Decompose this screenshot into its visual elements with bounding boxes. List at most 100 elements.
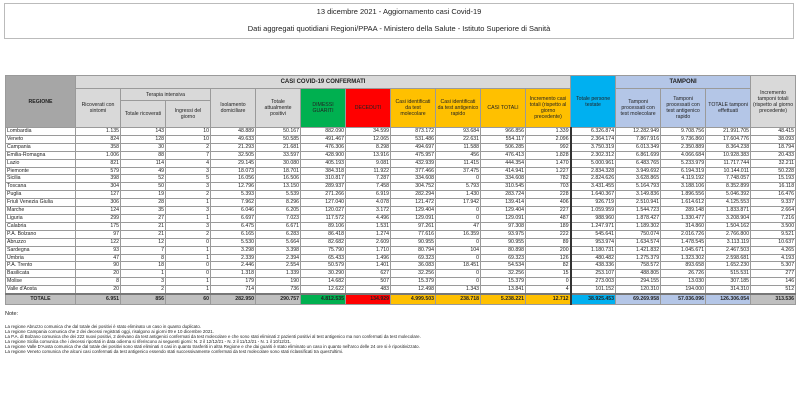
value-cell: 304 (75, 182, 121, 192)
value-cell: 953.974 (570, 237, 617, 247)
value-cell: 487 (524, 213, 572, 223)
value-cell: 1.323.302 (660, 253, 707, 263)
value-cell: 2 (165, 142, 211, 152)
value-cell: 0 (435, 213, 481, 223)
value-cell: 50 (120, 182, 166, 192)
value-cell: 128 (120, 134, 166, 144)
value-cell: 1.401 (345, 261, 391, 271)
value-cell: 2.350.889 (660, 142, 707, 152)
col-ti-totale: Totale ricoverati (120, 100, 166, 128)
value-cell: 38.093 (750, 134, 797, 144)
value-cell: 33.597 (255, 150, 301, 160)
value-cell: 554.117 (480, 134, 526, 144)
value-cell: 5.000.961 (570, 158, 617, 168)
value-cell: 992 (524, 142, 572, 152)
value-cell: 7 (120, 245, 166, 255)
value-cell: 2 (165, 190, 211, 200)
value-cell: 2.016.726 (660, 229, 707, 239)
value-cell: 3.149.836 (615, 190, 662, 200)
value-cell: 80.898 (480, 245, 526, 255)
table-row: Molise 8 3 1 179 190 14.682 507 15.379 0 15.379 0 27… (5, 277, 797, 287)
value-cell: 10.637 (750, 237, 797, 247)
value-cell: 69.323 (390, 253, 436, 263)
value-cell: 5.046.392 (705, 190, 752, 200)
value-cell: 310.817 (300, 174, 346, 184)
value-cell: 1.504.162 (705, 221, 752, 231)
value-cell: 18 (120, 261, 166, 271)
value-cell: 20.433 (750, 150, 797, 160)
value-cell: 506.285 (480, 142, 526, 152)
value-cell: 7 (165, 150, 211, 160)
value-cell: 1.652.230 (705, 261, 752, 271)
region-name-cell: Puglia (5, 190, 76, 200)
value-cell: 1.421.832 (615, 245, 662, 255)
value-cell: 12.796 (210, 182, 256, 192)
value-cell: 12.065 (345, 134, 391, 144)
value-cell: 2.834.328 (570, 166, 617, 176)
value-cell: 6.194.319 (660, 166, 707, 176)
value-cell: 966.856 (480, 127, 526, 136)
value-cell: 1.896.556 (660, 190, 707, 200)
value-cell: 314.860 (660, 221, 707, 231)
value-cell: 2.510.941 (615, 198, 662, 208)
value-cell: 12.712 (524, 293, 572, 306)
value-cell: 12 (120, 237, 166, 247)
region-name-cell: P.A. Bolzano (5, 229, 76, 239)
value-cell: 26.726 (660, 269, 707, 279)
value-cell: 50.167 (255, 127, 301, 136)
value-cell: 93 (75, 245, 121, 255)
value-cell: 491.467 (300, 134, 346, 144)
value-cell: 32.256 (480, 269, 526, 279)
value-cell: 1 (165, 245, 211, 255)
value-cell: 4.812.535 (300, 293, 346, 306)
value-cell: 5.793 (435, 182, 481, 192)
note-line: La P.A. di Bolzano comunica che dei 222 … (5, 334, 421, 339)
value-cell: 6.919 (345, 190, 391, 200)
value-cell: 3.188.106 (660, 182, 707, 192)
col-persone-testate: Totale persone testate (570, 75, 617, 128)
value-cell: 50.585 (255, 134, 301, 144)
value-cell: 2.364.174 (570, 134, 617, 144)
value-cell: 50.228 (750, 166, 797, 176)
col-incremento-casi: Incremento casi totali (rispetto al gior… (524, 88, 572, 128)
value-cell: 36.083 (390, 261, 436, 271)
value-cell: 6.697 (210, 213, 256, 223)
value-cell: 60 (165, 293, 211, 306)
value-cell: 12.622 (300, 285, 346, 295)
value-cell: 47 (435, 221, 481, 231)
value-cell: 6.475 (210, 221, 256, 231)
value-cell: 821 (75, 158, 121, 168)
value-cell: 82.682 (300, 237, 346, 247)
col-deceduti: DECEDUTI (345, 88, 391, 128)
value-cell: 9.081 (345, 158, 391, 168)
value-cell: 50.579 (300, 261, 346, 271)
report-title-box: 13 dicembre 2021 - Aggiornamento casi Co… (4, 3, 794, 39)
value-cell: 11.588 (435, 142, 481, 152)
value-cell: 4 (524, 285, 572, 295)
value-cell: 1.274 (345, 229, 391, 239)
value-cell: 69.269.958 (615, 293, 662, 306)
value-cell: 11.415 (435, 158, 481, 168)
value-cell: 21 (120, 229, 166, 239)
value-cell: 0 (435, 206, 481, 215)
value-cell: 0 (435, 277, 481, 287)
value-cell: 57.036.096 (660, 293, 707, 306)
total-row: TOTALE 6.951 856 60 282.950 290.757 4.812.535 1… (5, 293, 797, 306)
value-cell: 15.193 (750, 174, 797, 184)
value-cell: 15.379 (480, 277, 526, 287)
value-cell: 1 (165, 198, 211, 208)
value-cell: 120.310 (615, 285, 662, 295)
value-cell: 7.287 (345, 174, 391, 184)
value-cell: 483 (345, 285, 391, 295)
value-cell: 7.867.916 (615, 134, 662, 144)
value-cell: 1.343 (435, 285, 481, 295)
value-cell: 0 (524, 277, 572, 287)
region-name-cell: Piemonte (5, 166, 76, 176)
value-cell: 1.059.959 (570, 206, 617, 215)
value-cell: 20 (75, 285, 121, 295)
value-cell: 1.330.477 (660, 213, 707, 223)
value-cell: 1.247.971 (570, 221, 617, 231)
value-cell: 282.950 (210, 293, 256, 306)
value-cell: 129.091 (390, 213, 436, 223)
value-cell: 3.750.319 (570, 142, 617, 152)
